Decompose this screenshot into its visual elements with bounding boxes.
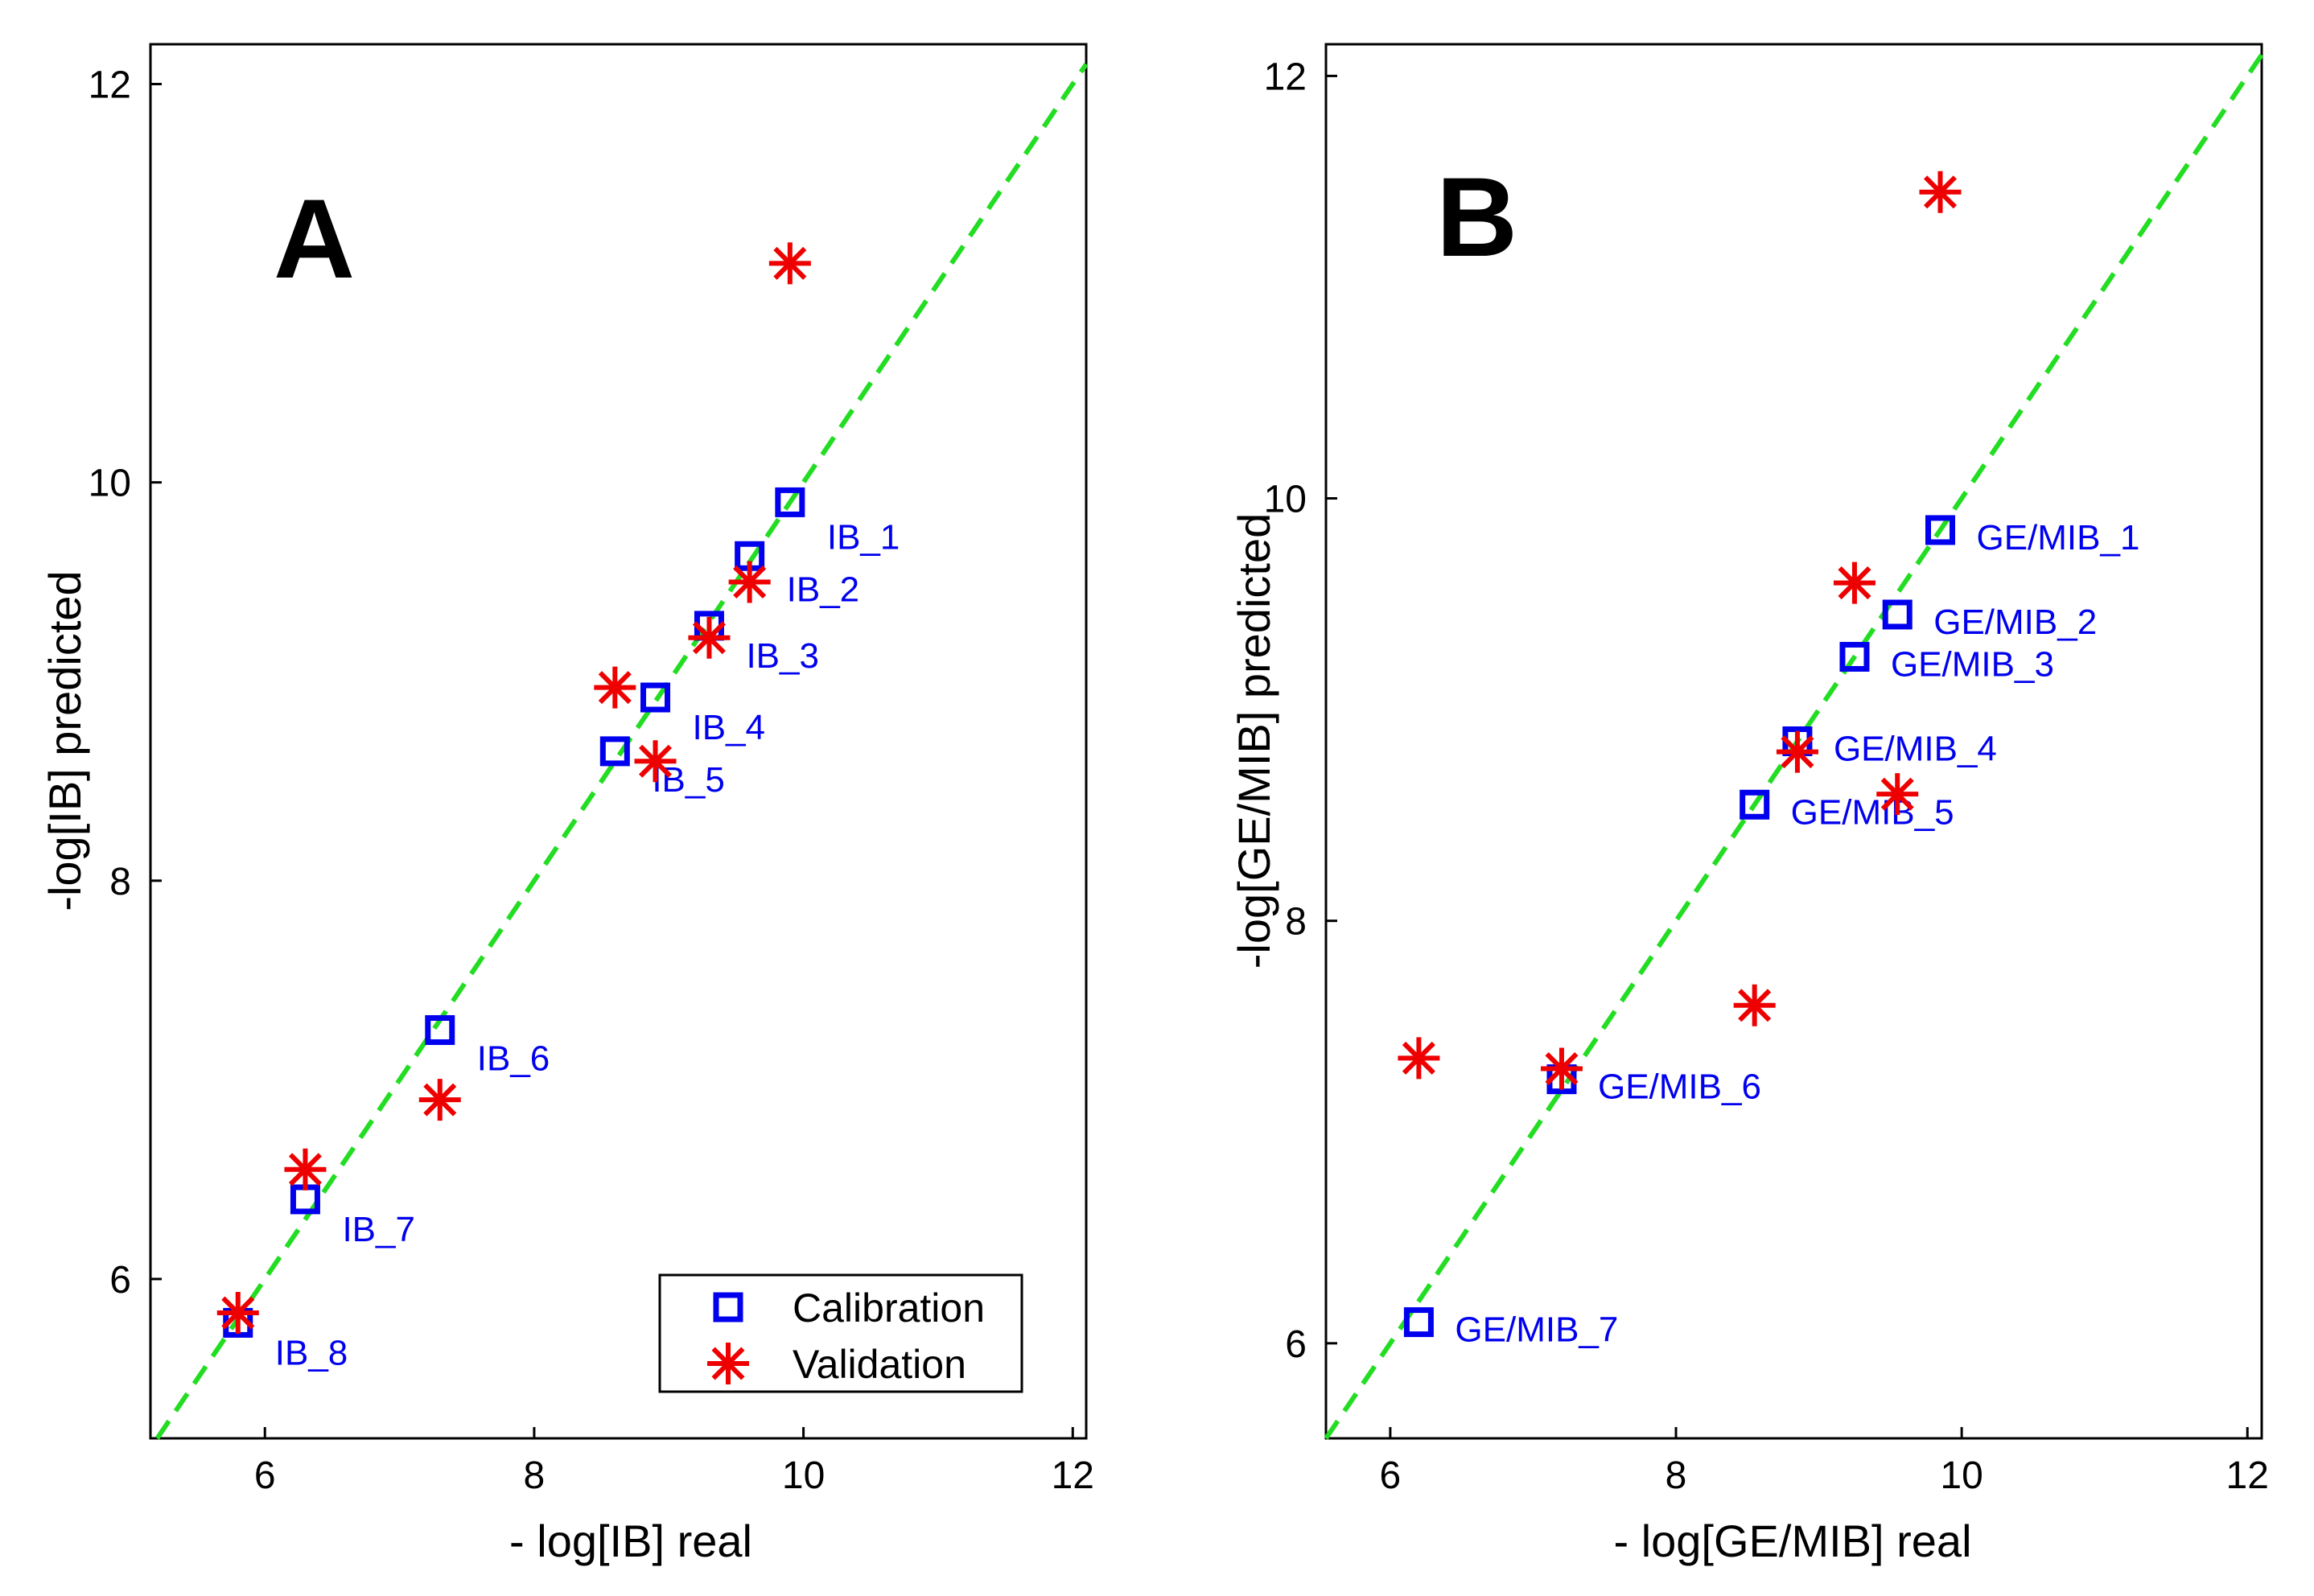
validation-point xyxy=(1540,1047,1583,1090)
calibration-point xyxy=(599,736,630,767)
y-tick-label: 8 xyxy=(1285,901,1307,944)
calibration-point xyxy=(1403,1307,1434,1338)
point-label: GE/MIB_1 xyxy=(1976,518,2139,557)
point-label: GE/MIB_7 xyxy=(1455,1310,1618,1350)
legend-calibration-marker xyxy=(713,1292,743,1322)
y-tick-label: 10 xyxy=(1264,479,1307,521)
calibration-point xyxy=(1882,599,1913,630)
legend-label: Calibration xyxy=(793,1285,985,1331)
validation-point xyxy=(284,1148,327,1191)
point-label: IB_7 xyxy=(342,1210,415,1249)
calibration-point xyxy=(775,487,805,517)
x-tick-label: 6 xyxy=(254,1454,276,1497)
panel-letter: A xyxy=(274,175,355,302)
validation-point xyxy=(634,740,677,783)
calibration-point xyxy=(1740,789,1770,820)
validation-point xyxy=(1919,171,1962,213)
x-tick-label: 8 xyxy=(524,1454,546,1497)
series-validation xyxy=(216,242,811,1335)
panel-a: 6 8 10 12 6 8 10 12 - log[IB] real -log[IB] predi… xyxy=(39,43,1094,1566)
y-tick-label: 10 xyxy=(89,463,131,505)
x-axis-label: - log[IB] real xyxy=(509,1516,752,1566)
calibration-point xyxy=(1839,641,1870,672)
point-label: IB_2 xyxy=(787,570,860,609)
legend-label: Validation xyxy=(793,1342,966,1387)
x-tick-label: 12 xyxy=(2226,1454,2269,1497)
validation-point xyxy=(1776,730,1818,773)
validation-point xyxy=(768,242,811,285)
x-tick-label: 10 xyxy=(782,1454,825,1497)
panel-letter: B xyxy=(1436,154,1517,280)
validation-point xyxy=(1398,1037,1440,1080)
y-axis-label: -log[GE/MIB] predicted xyxy=(1229,513,1279,969)
validation-point xyxy=(1833,561,1875,604)
point-label: GE/MIB_5 xyxy=(1791,792,1954,832)
panel-b: 6 8 10 12 6 8 10 12 - log[GE/MIB] real -log[GE/MI… xyxy=(1229,43,2269,1566)
x-tick-label: 6 xyxy=(1380,1454,1402,1497)
validation-point xyxy=(728,561,771,603)
validation-point xyxy=(594,666,636,709)
point-label: GE/MIB_3 xyxy=(1891,644,2054,684)
legend: Calibration Validation xyxy=(658,1273,1023,1393)
x-tick-label: 10 xyxy=(1940,1454,1983,1497)
validation-point xyxy=(1733,984,1776,1026)
y-tick-label: 6 xyxy=(1285,1323,1307,1366)
series-validation xyxy=(1398,171,1962,1090)
validation-point xyxy=(688,616,731,659)
x-tick-label: 12 xyxy=(1052,1454,1094,1497)
legend-validation-marker xyxy=(707,1343,749,1384)
calibration-point xyxy=(425,1014,455,1045)
plot-frame xyxy=(1324,43,2263,1440)
point-label: GE/MIB_4 xyxy=(1834,730,1997,769)
point-label: IB_3 xyxy=(746,636,819,676)
calibration-point xyxy=(640,682,671,713)
point-label: IB_8 xyxy=(275,1333,348,1372)
validation-point xyxy=(418,1079,461,1121)
y-axis-label: -log[IB] predicted xyxy=(39,570,90,911)
point-label: GE/MIB_6 xyxy=(1598,1067,1761,1107)
point-label: IB_4 xyxy=(693,708,766,747)
y-tick-label: 6 xyxy=(109,1259,131,1302)
validation-point xyxy=(1876,773,1919,816)
point-label: IB_1 xyxy=(827,517,900,557)
series-calibration: GE/MIB_1 GE/MIB_2GE/MIB_3 GE/MIB_4 GE/MIB_5… xyxy=(1403,515,2139,1350)
calibration-point xyxy=(1925,515,1955,545)
point-label: IB_6 xyxy=(477,1039,550,1078)
y-tick-label: 12 xyxy=(89,64,131,107)
x-tick-label: 8 xyxy=(1666,1454,1687,1497)
y-tick-label: 12 xyxy=(1264,56,1307,98)
point-label: GE/MIB_2 xyxy=(1933,603,2097,642)
validation-point xyxy=(216,1292,259,1335)
y-tick-label: 8 xyxy=(109,861,131,903)
plot-frame xyxy=(149,43,1088,1440)
x-axis-label: - log[GE/MIB] real xyxy=(1613,1516,1971,1566)
